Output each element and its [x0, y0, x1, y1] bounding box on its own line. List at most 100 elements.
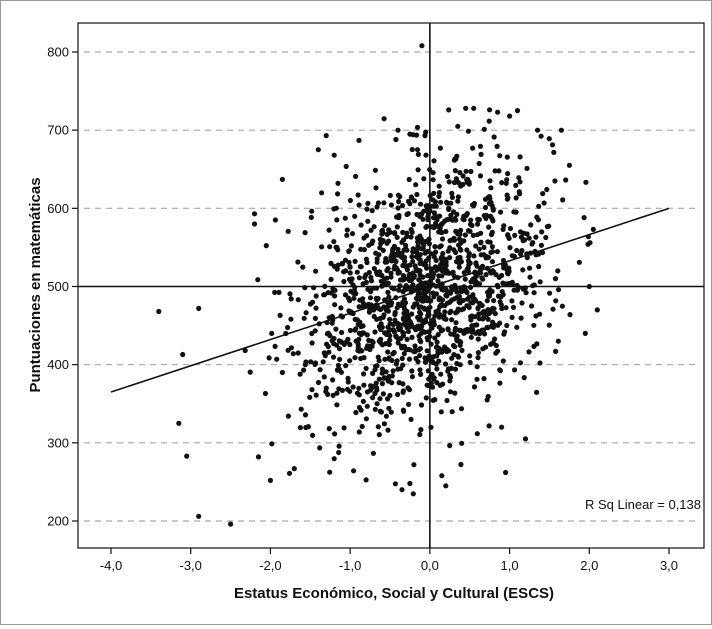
data-point	[517, 360, 524, 366]
data-point	[476, 316, 482, 322]
data-point	[526, 349, 532, 355]
data-point	[359, 423, 365, 430]
data-point	[376, 376, 382, 382]
x-tick-label: -4,0	[100, 558, 122, 573]
data-point	[400, 315, 407, 321]
data-point	[420, 274, 426, 280]
data-point	[396, 287, 402, 293]
data-point	[376, 358, 382, 364]
data-point	[431, 354, 437, 360]
data-point	[276, 289, 282, 295]
data-point	[481, 315, 487, 321]
gridlines	[84, 51, 698, 522]
data-point	[184, 453, 190, 459]
data-point	[334, 390, 340, 396]
data-point	[356, 275, 362, 281]
data-point	[343, 163, 349, 169]
data-point	[445, 368, 451, 374]
data-point	[301, 315, 307, 321]
data-point	[507, 113, 513, 119]
data-point	[439, 286, 445, 292]
data-point	[452, 344, 458, 350]
data-point	[321, 292, 327, 298]
data-point	[418, 330, 424, 336]
data-point	[349, 231, 356, 237]
data-point	[422, 306, 428, 312]
data-point	[463, 105, 469, 111]
data-point	[362, 274, 368, 281]
data-point	[418, 236, 424, 242]
data-point	[346, 248, 352, 254]
data-point	[583, 179, 589, 185]
data-point	[417, 367, 423, 373]
data-point	[414, 323, 420, 330]
data-point	[462, 276, 468, 282]
data-point	[486, 200, 492, 206]
data-point	[549, 142, 556, 148]
data-point	[449, 270, 455, 276]
data-point	[379, 228, 385, 234]
data-point	[414, 191, 420, 198]
data-point	[434, 217, 440, 223]
data-point	[483, 255, 489, 261]
data-point	[378, 336, 384, 342]
data-point	[326, 349, 332, 355]
data-point	[558, 127, 565, 133]
data-point	[504, 177, 510, 183]
data-point	[497, 153, 503, 159]
data-point	[401, 254, 408, 260]
data-point	[434, 344, 440, 350]
data-point	[393, 334, 399, 340]
data-point	[397, 194, 403, 200]
data-point	[449, 409, 455, 415]
data-point	[475, 216, 481, 222]
data-point	[384, 259, 390, 265]
data-point	[313, 268, 319, 274]
data-point	[366, 269, 372, 276]
data-point	[335, 362, 341, 368]
data-point	[425, 273, 431, 279]
data-point	[469, 222, 475, 229]
data-point	[478, 151, 484, 157]
data-point	[435, 332, 441, 338]
data-point	[394, 320, 401, 326]
data-point	[279, 369, 285, 376]
data-point	[465, 128, 471, 134]
data-point	[537, 360, 543, 366]
data-point	[493, 350, 499, 356]
data-point	[385, 324, 391, 330]
data-point	[288, 316, 294, 322]
x-tick-label: -2,0	[259, 558, 281, 573]
data-point	[255, 277, 261, 283]
data-point	[498, 209, 504, 215]
data-point	[336, 443, 342, 449]
data-point	[404, 247, 410, 253]
data-point	[400, 333, 406, 339]
data-point	[476, 246, 482, 252]
data-point	[434, 366, 440, 372]
data-point	[502, 329, 508, 335]
data-point	[447, 389, 454, 395]
data-point	[391, 349, 397, 356]
data-point	[313, 305, 319, 311]
data-point	[435, 278, 441, 284]
data-point	[416, 290, 422, 296]
data-point	[356, 348, 362, 354]
data-point	[386, 294, 392, 300]
data-point	[338, 305, 344, 311]
data-point	[378, 409, 384, 415]
data-point	[546, 223, 552, 229]
data-point	[415, 151, 421, 157]
data-point	[444, 216, 450, 223]
data-point	[551, 149, 557, 155]
data-point	[538, 242, 545, 248]
data-point	[321, 374, 327, 380]
data-point	[369, 338, 375, 344]
data-point	[364, 206, 370, 212]
data-point	[336, 366, 342, 372]
x-tick-label: 0,0	[421, 558, 439, 573]
data-point	[467, 359, 473, 366]
data-point	[364, 403, 370, 409]
data-point	[539, 250, 546, 256]
